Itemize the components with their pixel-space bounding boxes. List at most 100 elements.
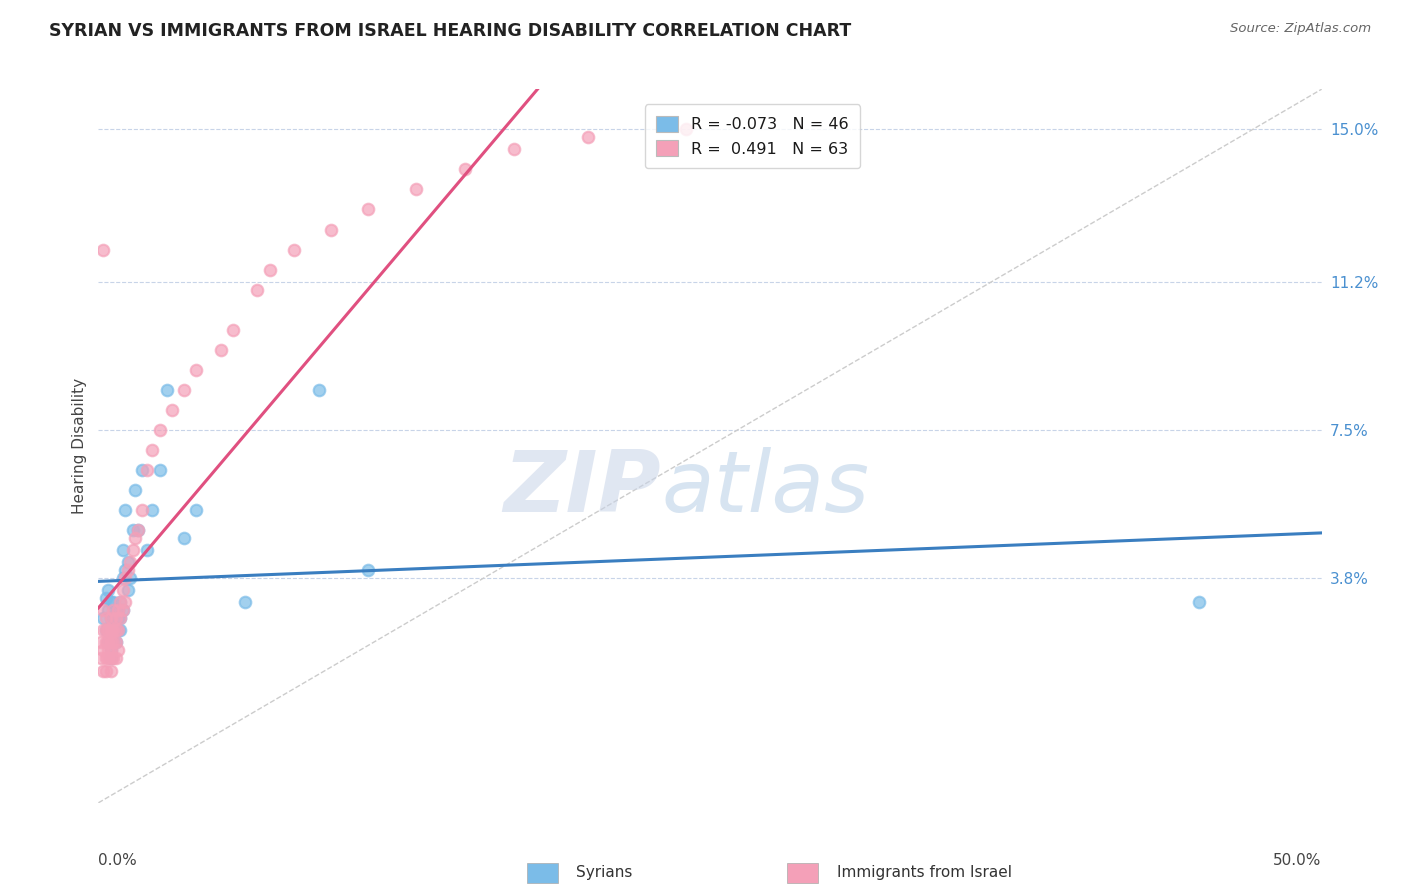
Point (308, 383, 330, 397)
Point (283, 243, 305, 257)
Point (100, 624, 122, 638)
Point (91, 611, 114, 625)
Point (110, 611, 132, 625)
Point (100, 643, 122, 657)
Point (104, 611, 127, 625)
Point (100, 624, 122, 638)
Point (117, 583, 139, 598)
Point (131, 503, 153, 517)
Point (111, 583, 134, 598)
Point (97, 651, 120, 665)
Point (107, 611, 129, 625)
Point (233, 595, 256, 609)
Point (114, 563, 136, 577)
Point (90, 635, 112, 649)
Point (246, 283, 269, 297)
Point (104, 635, 127, 649)
Point (91, 664, 114, 678)
Point (259, 262, 281, 277)
Point (117, 555, 139, 569)
Point (94, 624, 117, 638)
Point (111, 603, 134, 617)
Point (97, 635, 120, 649)
Point (110, 595, 132, 609)
Point (127, 523, 149, 537)
Point (111, 603, 134, 617)
Point (114, 571, 136, 585)
Text: 50.0%: 50.0% (1274, 853, 1322, 868)
Point (121, 543, 143, 558)
Point (101, 611, 124, 625)
Point (173, 383, 195, 397)
Legend: R = -0.073   N = 46, R =  0.491   N = 63: R = -0.073 N = 46, R = 0.491 N = 63 (644, 104, 859, 168)
Point (1188, 595, 1211, 609)
Point (94, 651, 117, 665)
Point (100, 611, 122, 625)
Point (107, 603, 129, 617)
Point (576, 130, 599, 145)
Point (114, 503, 136, 517)
Point (94, 591, 117, 606)
Point (104, 651, 127, 665)
Point (136, 543, 159, 558)
Point (160, 403, 183, 417)
Point (136, 463, 159, 477)
Point (120, 555, 142, 569)
Point (141, 503, 163, 517)
Point (94, 635, 117, 649)
Point (100, 635, 122, 649)
Point (94, 611, 117, 625)
Point (675, 122, 697, 136)
Point (156, 383, 179, 397)
Point (405, 182, 427, 196)
Point (107, 603, 129, 617)
Point (94, 664, 117, 678)
Point (356, 563, 378, 577)
Point (97, 583, 120, 598)
Point (222, 323, 245, 337)
Point (91, 243, 114, 257)
Point (141, 442, 163, 457)
Text: Source: ZipAtlas.com: Source: ZipAtlas.com (1230, 22, 1371, 36)
Point (94, 624, 117, 638)
Point (356, 202, 378, 217)
Point (149, 423, 172, 437)
Point (97, 603, 120, 617)
Point (110, 624, 132, 638)
Point (186, 503, 208, 517)
Point (104, 624, 127, 638)
Point (121, 523, 143, 537)
Text: ZIP: ZIP (503, 447, 661, 531)
Point (101, 624, 124, 638)
Point (101, 635, 124, 649)
Point (104, 624, 127, 638)
Point (454, 162, 477, 177)
Point (104, 635, 127, 649)
Point (91, 643, 114, 657)
Y-axis label: Hearing Disability: Hearing Disability (72, 378, 87, 514)
Point (117, 563, 139, 577)
Point (100, 651, 122, 665)
Point (110, 611, 132, 625)
Point (114, 595, 136, 609)
Point (100, 651, 122, 665)
Point (319, 222, 342, 236)
Text: Syrians: Syrians (576, 865, 633, 880)
Point (110, 595, 132, 609)
Point (91, 624, 114, 638)
Point (131, 463, 153, 477)
Point (97, 643, 120, 657)
Point (100, 595, 122, 609)
Point (127, 523, 149, 537)
Point (101, 651, 124, 665)
Point (101, 595, 124, 609)
Point (101, 603, 124, 617)
Point (97, 635, 120, 649)
Point (124, 531, 146, 545)
Point (100, 611, 122, 625)
Point (107, 643, 129, 657)
Text: SYRIAN VS IMMIGRANTS FROM ISRAEL HEARING DISABILITY CORRELATION CHART: SYRIAN VS IMMIGRANTS FROM ISRAEL HEARING… (49, 22, 852, 40)
Point (91, 603, 114, 617)
Point (120, 571, 142, 585)
Point (173, 531, 195, 545)
